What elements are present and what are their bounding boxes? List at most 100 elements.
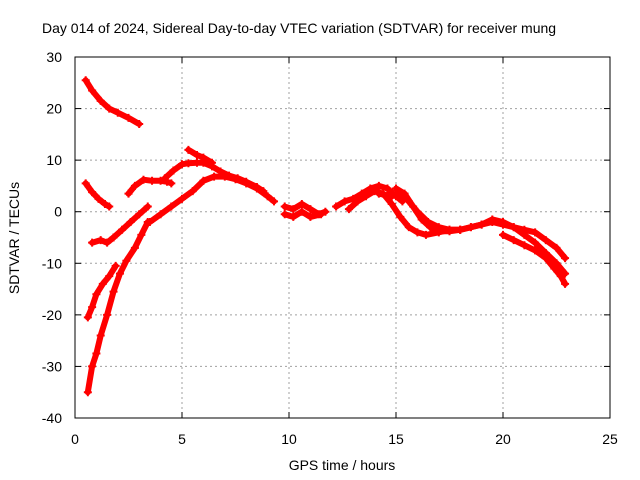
- grid: [75, 57, 610, 418]
- x-tick-label: 25: [602, 431, 618, 447]
- chart-title: Day 014 of 2024, Sidereal Day-to-day VTE…: [42, 20, 556, 36]
- data-point: [561, 279, 570, 288]
- data-point: [122, 256, 131, 265]
- series-arc-b: [81, 179, 114, 211]
- data-point: [105, 272, 114, 281]
- data-point: [199, 153, 208, 162]
- data-point: [541, 254, 550, 263]
- y-tick-label: 0: [54, 204, 62, 220]
- data-point: [306, 205, 315, 214]
- data-point: [321, 207, 330, 216]
- series-arc-i: [184, 145, 216, 167]
- data-point: [317, 210, 326, 219]
- data-point: [139, 175, 148, 184]
- data-point: [88, 362, 97, 371]
- y-tick-label: -20: [42, 307, 62, 323]
- data-point: [178, 194, 186, 203]
- y-tick-label: 30: [46, 49, 62, 65]
- data-point: [178, 160, 186, 169]
- data-point: [445, 227, 454, 236]
- data-point: [143, 202, 152, 211]
- data-point: [541, 236, 550, 245]
- data-point: [421, 230, 430, 239]
- data-point: [156, 176, 165, 185]
- data-point: [556, 272, 565, 281]
- series-arc-f: [124, 175, 176, 198]
- data-point: [392, 184, 400, 193]
- data-point: [252, 182, 261, 191]
- data-point: [270, 197, 279, 206]
- data-point: [409, 202, 418, 211]
- data-point: [520, 230, 529, 239]
- data-point: [160, 174, 169, 183]
- data-point: [96, 331, 105, 340]
- data-point: [111, 261, 120, 270]
- data-point: [400, 189, 409, 198]
- data-point: [199, 176, 208, 185]
- data-point: [83, 388, 92, 397]
- y-axis-label: SDTVAR / TECUs: [6, 182, 22, 294]
- data-point: [115, 269, 124, 278]
- data-point: [118, 225, 127, 234]
- data-point: [92, 290, 101, 299]
- data-point: [130, 181, 139, 190]
- data-point: [124, 189, 133, 198]
- data-point: [263, 192, 272, 201]
- series-arc-e: [88, 202, 152, 247]
- data-point: [434, 227, 443, 236]
- data-point: [353, 197, 362, 206]
- data-point: [94, 194, 103, 203]
- x-tick-label: 20: [495, 431, 511, 447]
- data-point: [387, 192, 396, 201]
- series-arc-o: [392, 184, 465, 236]
- data-point: [103, 310, 112, 319]
- axis-ticks: 0 5 10 15 20 25 -40 -30 -20 -10 0 10 20 30: [42, 49, 618, 447]
- data-point: [306, 212, 315, 221]
- data-point: [404, 223, 413, 232]
- data-series: [81, 76, 570, 397]
- data-point: [105, 104, 114, 113]
- data-point: [374, 181, 383, 190]
- data-point: [148, 176, 157, 185]
- data-point: [332, 202, 341, 211]
- data-point: [88, 303, 97, 312]
- data-point: [167, 202, 176, 211]
- data-point: [184, 159, 193, 168]
- data-point: [242, 177, 251, 186]
- data-point: [426, 223, 435, 232]
- data-point: [550, 264, 559, 273]
- data-point: [105, 202, 114, 211]
- plot-frame: [74, 56, 611, 419]
- data-point: [499, 218, 507, 227]
- y-tick-label: -10: [42, 255, 62, 271]
- data-point: [216, 167, 225, 176]
- data-point: [280, 210, 289, 219]
- x-tick-label: 5: [178, 431, 186, 447]
- data-point: [259, 187, 268, 196]
- data-point: [561, 254, 570, 263]
- data-point: [88, 188, 97, 197]
- data-point: [225, 171, 234, 180]
- data-point: [126, 218, 135, 227]
- data-point: [488, 215, 497, 224]
- data-point: [167, 179, 176, 188]
- y-tick-label: 10: [46, 152, 62, 168]
- x-tick-label: 0: [71, 431, 79, 447]
- data-point: [383, 184, 392, 193]
- data-point: [344, 205, 353, 214]
- data-point: [289, 205, 298, 214]
- data-point: [92, 349, 101, 358]
- data-point: [413, 228, 422, 237]
- data-point: [466, 223, 475, 232]
- data-point: [109, 287, 118, 296]
- y-tick-label: -40: [42, 410, 62, 426]
- data-point: [96, 96, 105, 105]
- x-tick-label: 15: [388, 431, 404, 447]
- series-arc-d: [83, 218, 152, 397]
- data-point: [81, 179, 90, 188]
- data-point: [188, 187, 197, 196]
- data-point: [100, 199, 109, 208]
- data-point: [297, 207, 306, 216]
- data-point: [374, 189, 383, 198]
